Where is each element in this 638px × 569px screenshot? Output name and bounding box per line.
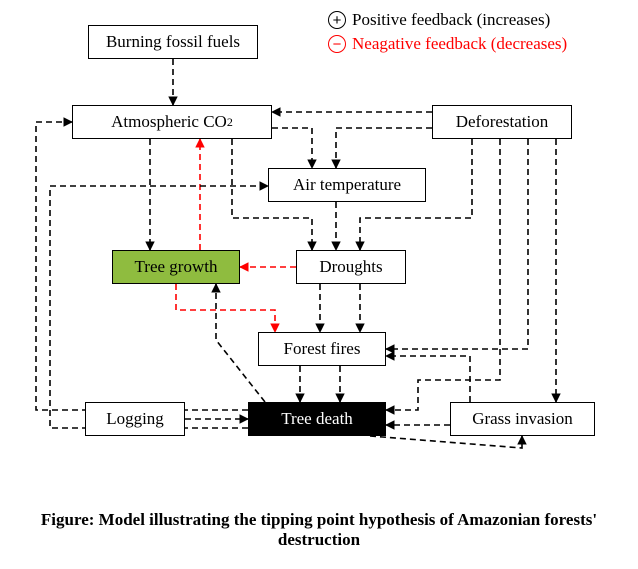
node-deforestation: Deforestation [432, 105, 572, 139]
node-grass-invasion: Grass invasion [450, 402, 595, 436]
edges-layer [0, 0, 638, 569]
diagram-canvas: Burning fossil fuels Atmospheric CO2 Def… [0, 0, 638, 569]
edge-treegrowth-to-fires [176, 284, 275, 332]
plus-icon: + [328, 11, 346, 29]
edge-co2-to-airtemp [272, 128, 312, 168]
edge-treedeath-to-airtemp [50, 186, 268, 428]
caption-line2: destruction [278, 530, 360, 549]
edge-grass-to-fires [386, 356, 470, 402]
legend-negative-label: Neagative feedback (decreases) [352, 34, 567, 54]
node-tree-death: Tree death [248, 402, 386, 436]
edge-defor-to-airtemp [336, 128, 432, 168]
caption-line1: Figure: Model illustrating the tipping p… [41, 510, 597, 529]
node-droughts: Droughts [296, 250, 406, 284]
node-logging: Logging [85, 402, 185, 436]
figure-caption: Figure: Model illustrating the tipping p… [0, 510, 638, 550]
legend-positive: + Positive feedback (increases) [328, 10, 550, 30]
legend-negative: − Neagative feedback (decreases) [328, 34, 567, 54]
node-forest-fires: Forest fires [258, 332, 386, 366]
edge-treedeath-to-grass [370, 436, 522, 448]
legend-positive-label: Positive feedback (increases) [352, 10, 550, 30]
node-air-temperature: Air temperature [268, 168, 426, 202]
node-tree-growth: Tree growth [112, 250, 240, 284]
node-burning-fossil-fuels: Burning fossil fuels [88, 25, 258, 59]
minus-icon: − [328, 35, 346, 53]
node-atmospheric-co2: Atmospheric CO2 [72, 105, 272, 139]
